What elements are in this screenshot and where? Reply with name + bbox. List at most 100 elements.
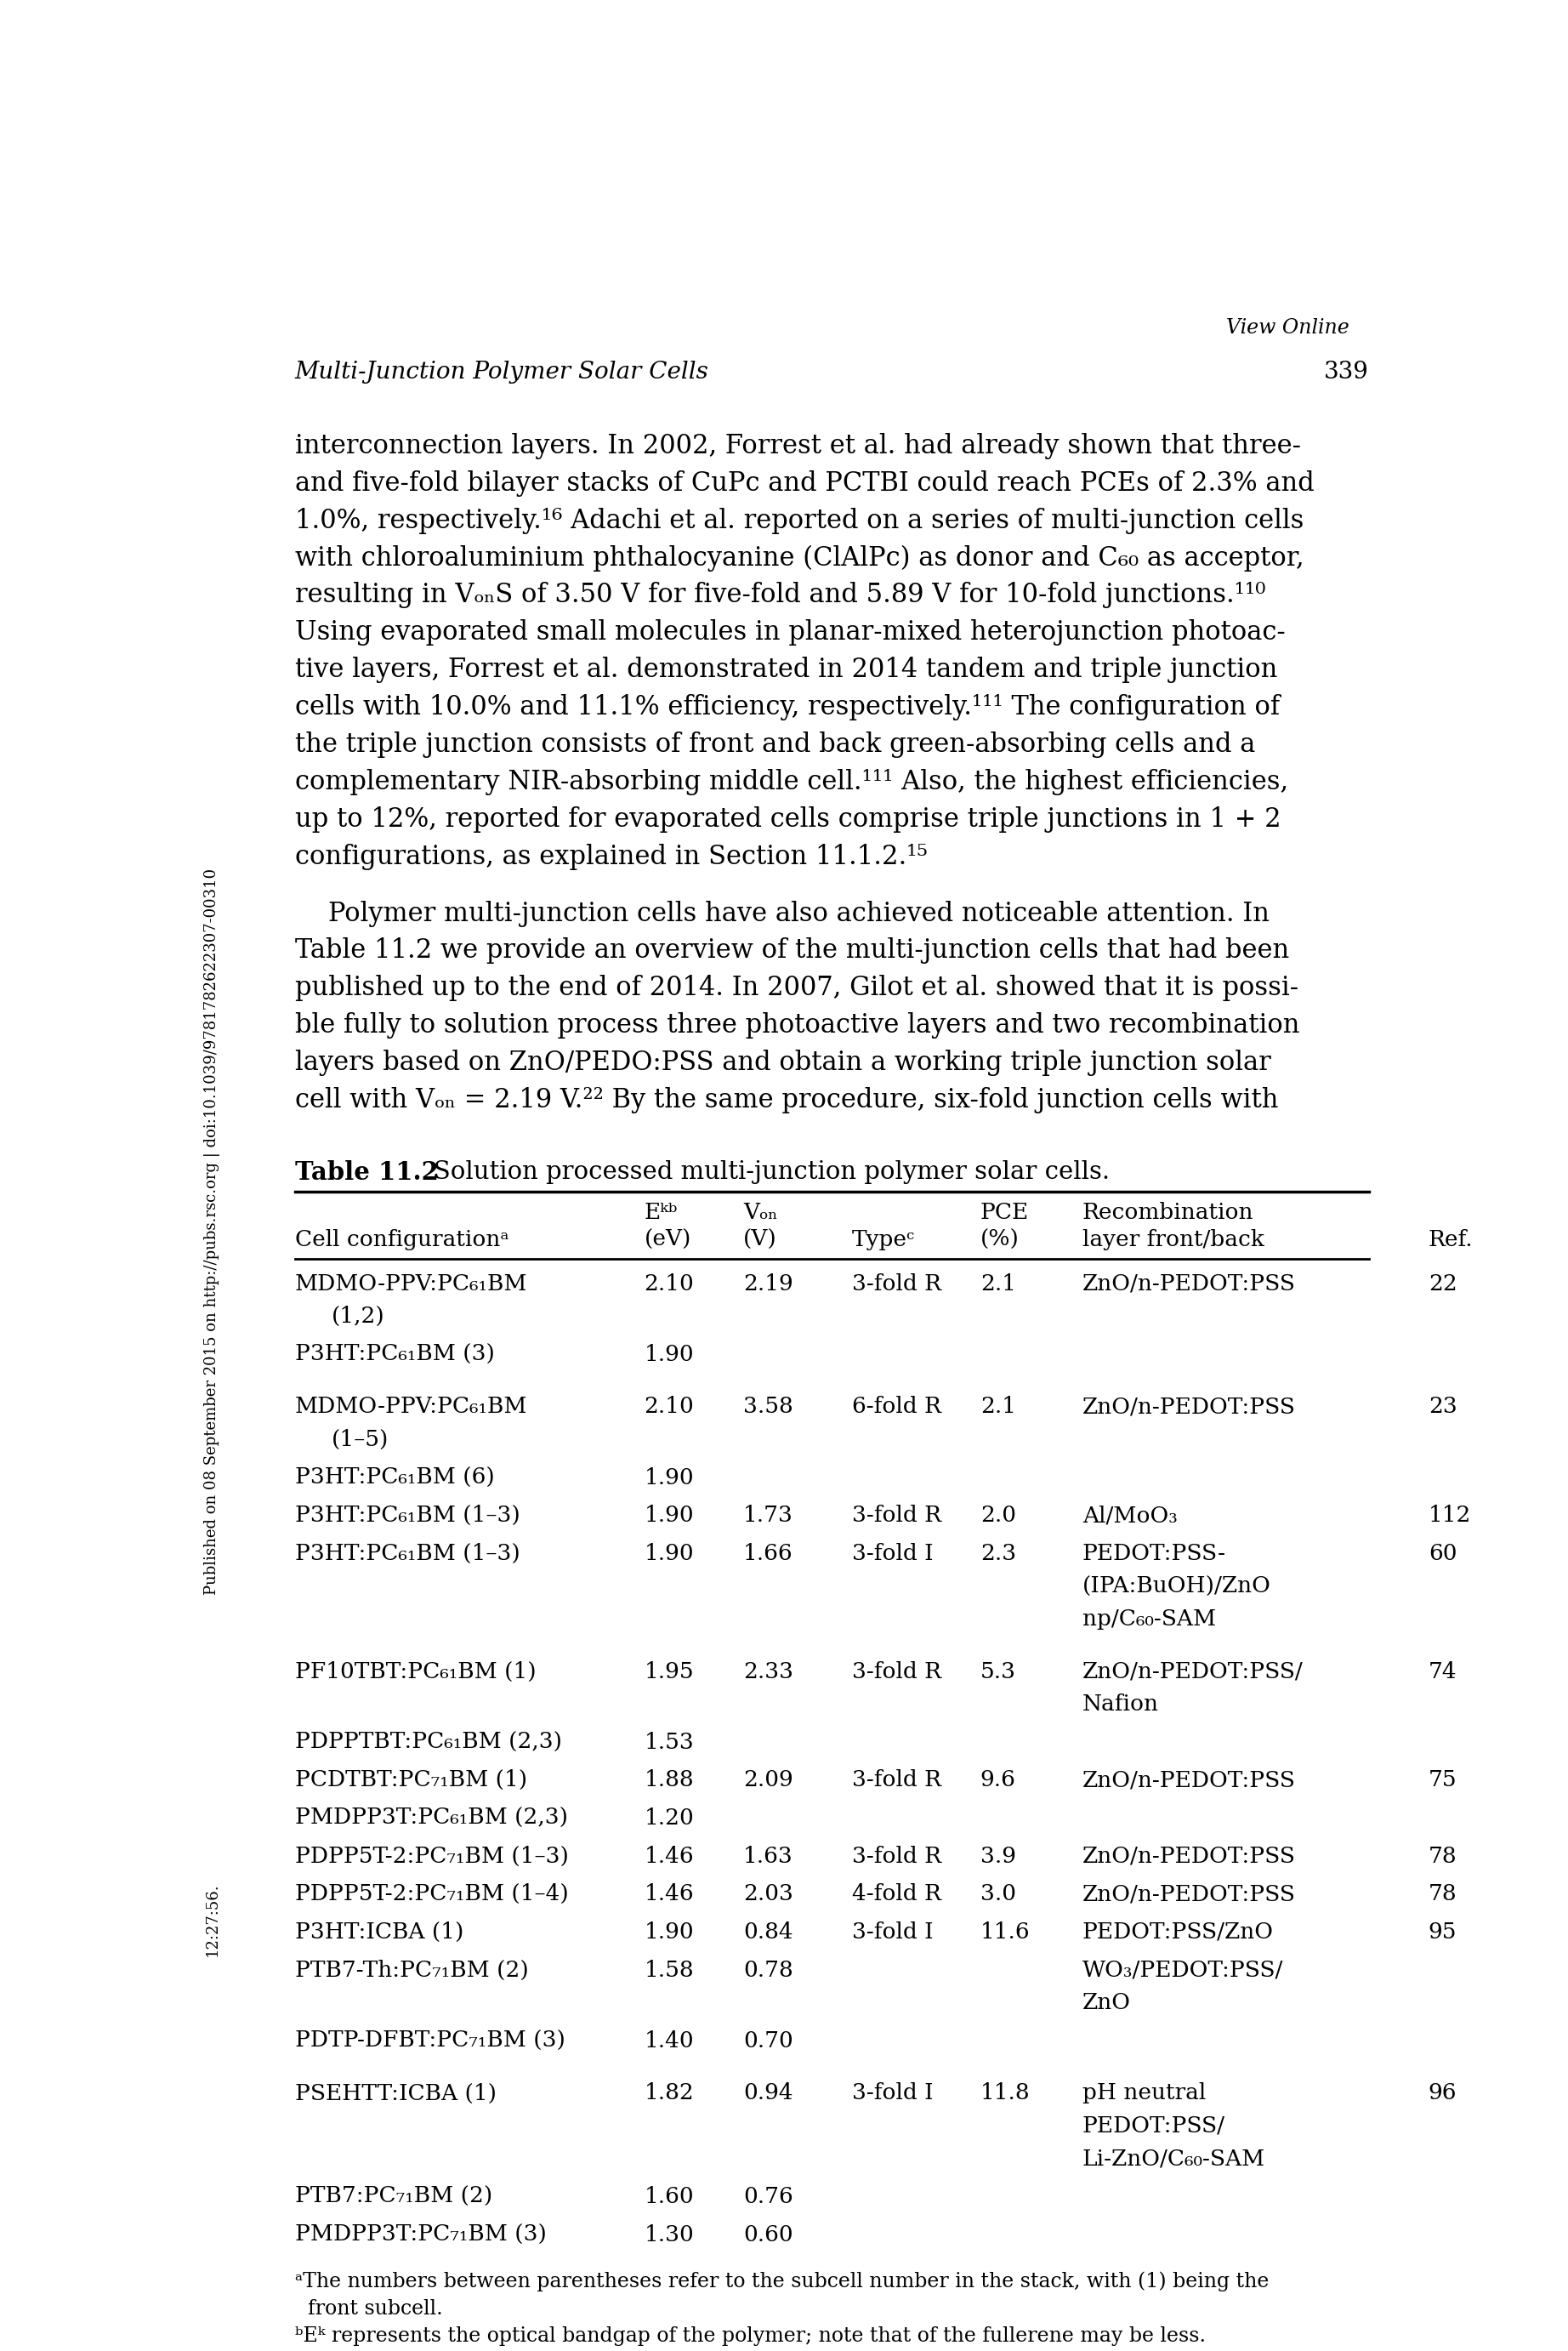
Text: PDPPTBT:PC₆₁BM (2,3): PDPPTBT:PC₆₁BM (2,3)	[295, 1733, 561, 1754]
Text: 4-fold R: 4-fold R	[851, 1883, 941, 1904]
Text: 12:27:56.: 12:27:56.	[205, 1883, 220, 1956]
Text: 75: 75	[1428, 1770, 1457, 1791]
Text: Typeᶜ: Typeᶜ	[851, 1230, 914, 1251]
Text: 1.88: 1.88	[644, 1770, 695, 1791]
Text: 22: 22	[1428, 1272, 1457, 1295]
Text: 1.60: 1.60	[644, 2186, 695, 2208]
Text: 3.58: 3.58	[743, 1396, 793, 1418]
Text: ZnO: ZnO	[1082, 1991, 1131, 2012]
Text: MDMO-PPV:PC₆₁BM: MDMO-PPV:PC₆₁BM	[295, 1396, 527, 1418]
Text: 3-fold R: 3-fold R	[851, 1505, 941, 1526]
Text: P3HT:PC₆₁BM (6): P3HT:PC₆₁BM (6)	[295, 1467, 494, 1488]
Text: 5.3: 5.3	[980, 1660, 1016, 1681]
Text: PEDOT:PSS/: PEDOT:PSS/	[1082, 2116, 1225, 2137]
Text: P3HT:PC₆₁BM (1–3): P3HT:PC₆₁BM (1–3)	[295, 1542, 521, 1563]
Text: ZnO/n-PEDOT:PSS: ZnO/n-PEDOT:PSS	[1082, 1846, 1295, 1867]
Text: 3-fold R: 3-fold R	[851, 1770, 941, 1791]
Text: configurations, as explained in Section 11.1.2.¹⁵: configurations, as explained in Section …	[295, 844, 927, 870]
Text: Li-ZnO/C₆₀-SAM: Li-ZnO/C₆₀-SAM	[1082, 2149, 1265, 2170]
Text: PEDOT:PSS/ZnO: PEDOT:PSS/ZnO	[1082, 1921, 1273, 1942]
Text: PSEHTT:ICBA (1): PSEHTT:ICBA (1)	[295, 2083, 497, 2104]
Text: 0.84: 0.84	[743, 1921, 793, 1942]
Text: complementary NIR-absorbing middle cell.¹¹¹ Also, the highest efficiencies,: complementary NIR-absorbing middle cell.…	[295, 769, 1289, 795]
Text: 1.63: 1.63	[743, 1846, 793, 1867]
Text: 1.90: 1.90	[644, 1467, 695, 1488]
Text: 78: 78	[1428, 1883, 1457, 1904]
Text: Ref.: Ref.	[1428, 1230, 1472, 1251]
Text: 1.40: 1.40	[644, 2031, 695, 2052]
Text: Al/MoO₃: Al/MoO₃	[1082, 1505, 1178, 1526]
Text: cell with Vₒₙ = 2.19 V.²² By the same procedure, six-fold junction cells with: cell with Vₒₙ = 2.19 V.²² By the same pr…	[295, 1086, 1278, 1114]
Text: ZnO/n-PEDOT:PSS: ZnO/n-PEDOT:PSS	[1082, 1272, 1295, 1295]
Text: cells with 10.0% and 11.1% efficiency, respectively.¹¹¹ The configuration of: cells with 10.0% and 11.1% efficiency, r…	[295, 694, 1279, 719]
Text: (V): (V)	[743, 1230, 776, 1251]
Text: pH neutral: pH neutral	[1082, 2083, 1206, 2104]
Text: 1.95: 1.95	[644, 1660, 695, 1681]
Text: 0.78: 0.78	[743, 1958, 793, 1980]
Text: 1.0%, respectively.¹⁶ Adachi et al. reported on a series of multi-junction cells: 1.0%, respectively.¹⁶ Adachi et al. repo…	[295, 508, 1303, 534]
Text: PTB7:PC₇₁BM (2): PTB7:PC₇₁BM (2)	[295, 2186, 492, 2208]
Text: 2.03: 2.03	[743, 1883, 793, 1904]
Text: 6-fold R: 6-fold R	[851, 1396, 941, 1418]
Text: 2.19: 2.19	[743, 1272, 793, 1295]
Text: P3HT:ICBA (1): P3HT:ICBA (1)	[295, 1921, 464, 1942]
Text: published up to the end of 2014. In 2007, Gilot et al. showed that it is possi-: published up to the end of 2014. In 2007…	[295, 976, 1298, 1002]
Text: (%): (%)	[980, 1230, 1019, 1251]
Text: 3.0: 3.0	[980, 1883, 1016, 1904]
Text: Vₒₙ: Vₒₙ	[743, 1201, 778, 1223]
Text: Published on 08 September 2015 on http://pubs.rsc.org | doi:10.1039/978178262230: Published on 08 September 2015 on http:/…	[204, 868, 221, 1594]
Text: 1.20: 1.20	[644, 1808, 695, 1829]
Text: Nafion: Nafion	[1082, 1693, 1159, 1714]
Text: the triple junction consists of front and back green-absorbing cells and a: the triple junction consists of front an…	[295, 731, 1256, 757]
Text: 1.53: 1.53	[644, 1733, 695, 1754]
Text: 11.8: 11.8	[980, 2083, 1030, 2104]
Text: and five-fold bilayer stacks of CuPc and PCTBI could reach PCEs of 2.3% and: and five-fold bilayer stacks of CuPc and…	[295, 470, 1314, 496]
Text: 2.10: 2.10	[644, 1272, 695, 1295]
Text: 1.46: 1.46	[644, 1883, 695, 1904]
Text: Recombination: Recombination	[1082, 1201, 1254, 1223]
Text: PCDTBT:PC₇₁BM (1): PCDTBT:PC₇₁BM (1)	[295, 1770, 527, 1791]
Text: 3-fold I: 3-fold I	[851, 2083, 933, 2104]
Text: 1.90: 1.90	[644, 1505, 695, 1526]
Text: WO₃/PEDOT:PSS/: WO₃/PEDOT:PSS/	[1082, 1958, 1283, 1980]
Text: with chloroaluminium phthalocyanine (ClAlPc) as donor and C₆₀ as acceptor,: with chloroaluminium phthalocyanine (ClA…	[295, 545, 1305, 571]
Text: PCE: PCE	[980, 1201, 1029, 1223]
Text: (IPA:BuOH)/ZnO: (IPA:BuOH)/ZnO	[1082, 1575, 1272, 1596]
Text: P3HT:PC₆₁BM (3): P3HT:PC₆₁BM (3)	[295, 1345, 494, 1366]
Text: 2.10: 2.10	[644, 1396, 695, 1418]
Text: 2.1: 2.1	[980, 1272, 1016, 1295]
Text: ᵇEᵏ represents the optical bandgap of the polymer; note that of the fullerene ma: ᵇEᵏ represents the optical bandgap of th…	[295, 2325, 1206, 2346]
Text: Multi-Junction Polymer Solar Cells: Multi-Junction Polymer Solar Cells	[295, 360, 709, 383]
Text: 0.76: 0.76	[743, 2186, 793, 2208]
Text: ZnO/n-PEDOT:PSS: ZnO/n-PEDOT:PSS	[1082, 1396, 1295, 1418]
Text: 2.09: 2.09	[743, 1770, 793, 1791]
Text: 95: 95	[1428, 1921, 1457, 1942]
Text: 1.73: 1.73	[743, 1505, 793, 1526]
Text: 339: 339	[1323, 360, 1369, 383]
Text: Solution processed multi-junction polymer solar cells.: Solution processed multi-junction polyme…	[411, 1161, 1110, 1185]
Text: (1,2): (1,2)	[331, 1305, 384, 1326]
Text: PDPP5T-2:PC₇₁BM (1–3): PDPP5T-2:PC₇₁BM (1–3)	[295, 1846, 569, 1867]
Text: PMDPP3T:PC₆₁BM (2,3): PMDPP3T:PC₆₁BM (2,3)	[295, 1808, 568, 1829]
Text: 1.58: 1.58	[644, 1958, 695, 1980]
Text: Table 11.2: Table 11.2	[295, 1161, 439, 1185]
Text: 2.3: 2.3	[980, 1542, 1016, 1563]
Text: 0.70: 0.70	[743, 2031, 793, 2052]
Text: (1–5): (1–5)	[331, 1429, 389, 1451]
Text: 0.94: 0.94	[743, 2083, 793, 2104]
Text: resulting in VₒₙS of 3.50 V for five-fold and 5.89 V for 10-fold junctions.¹¹⁰: resulting in VₒₙS of 3.50 V for five-fol…	[295, 583, 1265, 609]
Text: Using evaporated small molecules in planar-mixed heterojunction photoac-: Using evaporated small molecules in plan…	[295, 618, 1286, 647]
Text: 3-fold R: 3-fold R	[851, 1660, 941, 1681]
Text: MDMO-PPV:PC₆₁BM: MDMO-PPV:PC₆₁BM	[295, 1272, 527, 1295]
Text: (eV): (eV)	[644, 1230, 691, 1251]
Text: 3-fold I: 3-fold I	[851, 1542, 933, 1563]
Text: 96: 96	[1428, 2083, 1457, 2104]
Text: 1.90: 1.90	[644, 1542, 695, 1563]
Text: 112: 112	[1428, 1505, 1471, 1526]
Text: np/C₆₀-SAM: np/C₆₀-SAM	[1082, 1608, 1215, 1629]
Text: 1.90: 1.90	[644, 1921, 695, 1942]
Text: View Online: View Online	[1226, 317, 1348, 339]
Text: 2.1: 2.1	[980, 1396, 1016, 1418]
Text: layers based on ZnO/PEDO:PSS and obtain a working triple junction solar: layers based on ZnO/PEDO:PSS and obtain …	[295, 1049, 1270, 1077]
Text: PMDPP3T:PC₇₁BM (3): PMDPP3T:PC₇₁BM (3)	[295, 2224, 546, 2245]
